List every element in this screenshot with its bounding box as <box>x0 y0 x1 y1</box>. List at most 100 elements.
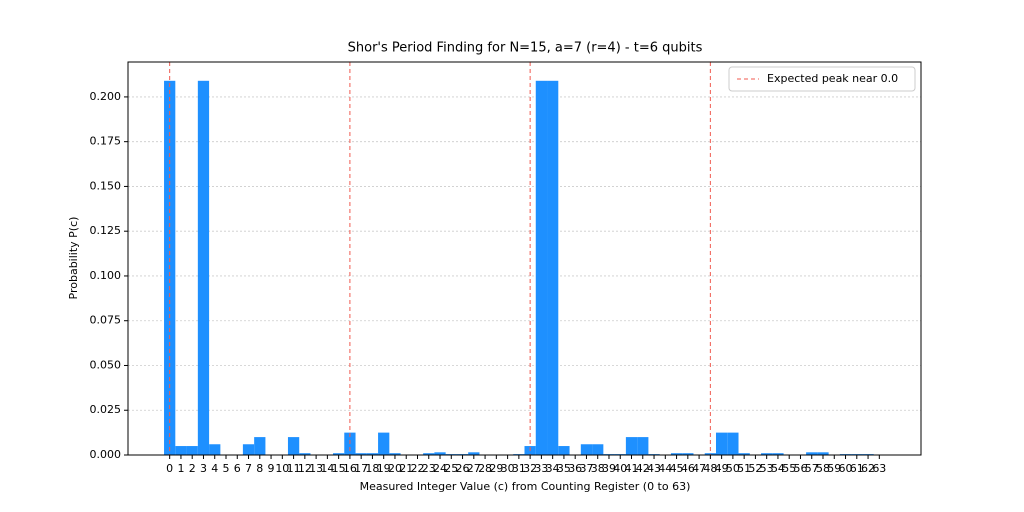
x-tick-label: 27 <box>467 462 481 475</box>
plot-frame <box>127 61 922 456</box>
x-tick-label: 53 <box>760 462 774 475</box>
x-tick-label: 12 <box>298 462 312 475</box>
bar <box>625 437 638 455</box>
x-tick-label: 31 <box>512 462 526 475</box>
x-tick-label: 19 <box>377 462 391 475</box>
bar <box>355 453 367 455</box>
bar <box>468 452 480 455</box>
x-tick-label: 29 <box>489 462 503 475</box>
x-tick-label: 14 <box>320 462 334 475</box>
x-tick-label: 49 <box>715 462 729 475</box>
bar <box>175 446 187 455</box>
x-tick-label: 47 <box>692 462 706 475</box>
bar <box>186 446 198 455</box>
x-tick-label: 20 <box>388 462 402 475</box>
x-tick-label: 55 <box>782 462 796 475</box>
y-tick-label: 0.100 <box>90 269 122 282</box>
x-tick-label: 37 <box>579 462 593 475</box>
x-tick-label: 9 <box>268 462 275 475</box>
x-tick-label: 15 <box>332 462 346 475</box>
y-tick-label: 0.000 <box>90 448 122 461</box>
y-tick-label: 0.150 <box>90 179 122 192</box>
x-tick-label: 52 <box>748 462 762 475</box>
x-tick-label: 56 <box>793 462 807 475</box>
x-tick-label: 10 <box>275 462 289 475</box>
bar <box>287 437 300 455</box>
bar <box>547 80 559 455</box>
x-tick-label: 24 <box>433 462 447 475</box>
bar <box>254 437 266 455</box>
x-tick-label: 13 <box>309 462 323 475</box>
x-tick-label: 54 <box>771 462 785 475</box>
x-tick-label: 57 <box>805 462 819 475</box>
bar <box>378 432 390 455</box>
bar <box>637 437 649 455</box>
bar <box>242 444 255 455</box>
x-tick-label: 23 <box>422 462 436 475</box>
bar <box>761 453 773 455</box>
x-tick-label: 1 <box>177 462 184 475</box>
x-tick-label: 28 <box>478 462 492 475</box>
bar <box>535 80 548 455</box>
bar <box>366 453 379 455</box>
x-tick-label: 25 <box>444 462 458 475</box>
x-tick-label: 22 <box>410 462 424 475</box>
y-axis-label: Probability P(c) <box>67 217 80 300</box>
x-axis-label: Measured Integer Value (c) from Counting… <box>360 480 691 493</box>
bar <box>389 453 401 455</box>
x-tick-label: 6 <box>234 462 241 475</box>
x-tick-label: 18 <box>365 462 379 475</box>
x-tick-label: 48 <box>703 462 717 475</box>
x-tick-label: 61 <box>850 462 864 475</box>
x-tick-label: 8 <box>256 462 263 475</box>
x-tick-label: 62 <box>861 462 875 475</box>
bar <box>592 444 604 455</box>
x-tick-label: 5 <box>222 462 229 475</box>
x-tick-label: 40 <box>613 462 627 475</box>
chart-title: Shor's Period Finding for N=15, a=7 (r=4… <box>348 41 703 56</box>
x-tick-label: 35 <box>557 462 571 475</box>
legend: Expected peak near 0.0 <box>728 66 916 92</box>
bar <box>715 432 728 455</box>
x-tick-label: 34 <box>546 462 560 475</box>
legend-box <box>728 66 916 92</box>
x-tick-label: 0 <box>166 462 173 475</box>
y-tick-label: 0.075 <box>90 314 122 327</box>
x-tick-label: 32 <box>523 462 537 475</box>
x-tick-label: 11 <box>287 462 301 475</box>
bar <box>558 446 570 455</box>
x-tick-label: 43 <box>647 462 661 475</box>
x-tick-label: 38 <box>591 462 605 475</box>
legend-label: Expected peak near 0.0 <box>767 72 898 85</box>
x-tick-label: 2 <box>189 462 196 475</box>
x-tick-label: 46 <box>681 462 695 475</box>
x-tick-label: 33 <box>534 462 548 475</box>
bar <box>772 453 784 455</box>
x-tick-label: 26 <box>456 462 470 475</box>
x-tick-label: 63 <box>872 462 886 475</box>
bar <box>580 444 593 455</box>
x-tick-label: 4 <box>211 462 218 475</box>
y-tick-label: 0.025 <box>90 403 122 416</box>
x-tick-label: 58 <box>816 462 830 475</box>
x-tick-label: 51 <box>737 462 751 475</box>
x-tick-label: 3 <box>200 462 207 475</box>
bar <box>333 453 345 455</box>
x-tick-label: 45 <box>670 462 684 475</box>
x-tick-label: 16 <box>343 462 357 475</box>
bar <box>299 453 311 455</box>
bar <box>434 452 446 455</box>
bar <box>209 444 221 455</box>
bar <box>738 453 750 455</box>
y-tick-label: 0.125 <box>90 224 122 237</box>
x-tick-label: 30 <box>501 462 515 475</box>
y-tick-label: 0.200 <box>90 90 122 103</box>
bar <box>197 80 210 455</box>
x-tick-label: 59 <box>827 462 841 475</box>
bar <box>817 452 829 455</box>
y-tick-label: 0.050 <box>90 358 122 371</box>
x-tick-label: 17 <box>354 462 368 475</box>
bar <box>806 452 818 455</box>
x-tick-label: 7 <box>245 462 252 475</box>
